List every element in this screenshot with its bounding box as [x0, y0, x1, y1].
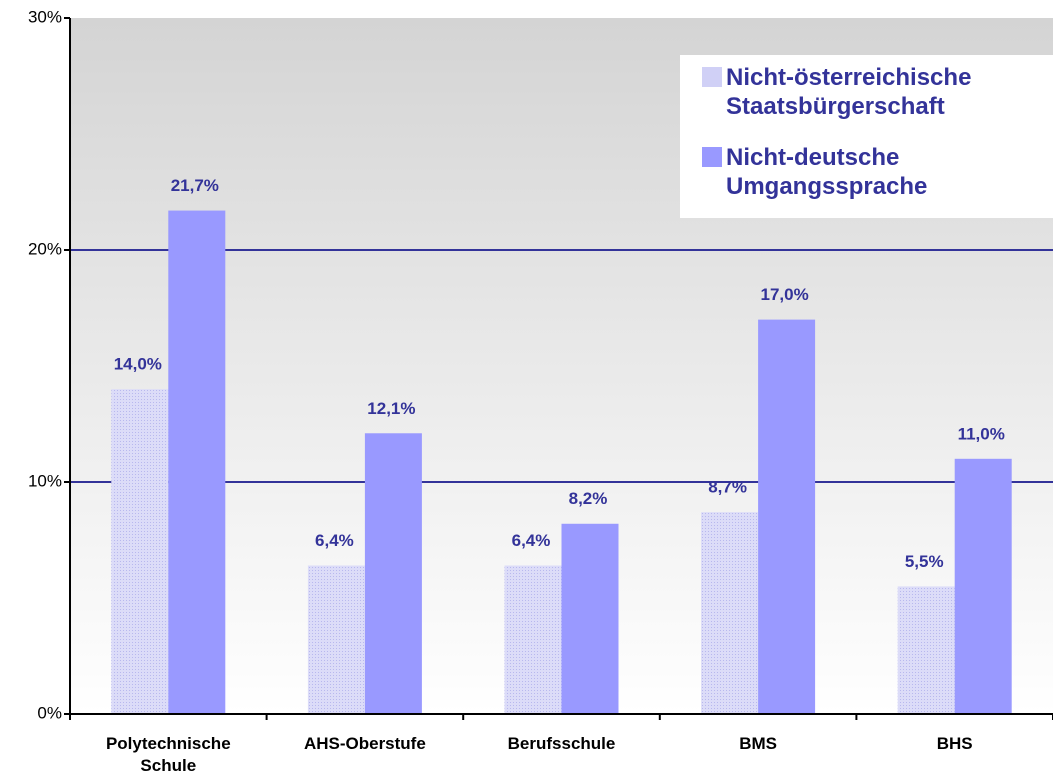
legend-label: Nicht-österreichische Staatsbürgerschaft [726, 64, 972, 120]
legend-swatch [702, 67, 722, 87]
x-tick-label: BMS [739, 734, 777, 753]
data-label: 6,4% [315, 531, 354, 550]
data-label: 12,1% [367, 399, 415, 418]
bar [111, 389, 169, 714]
data-label: 11,0% [958, 424, 1005, 443]
data-label: 21,7% [171, 176, 219, 195]
x-tick-label: AHS-Oberstufe [303, 734, 426, 753]
bar [897, 586, 955, 714]
y-tick-label: 20% [28, 239, 62, 258]
data-label: 5,5% [905, 552, 944, 571]
y-tick-label: 10% [28, 471, 62, 490]
y-tick-label: 30% [28, 7, 62, 26]
x-tick-label: Polytechnische Schule [105, 734, 231, 775]
data-label: 6,4% [512, 531, 551, 550]
legend: Nicht-österreichische Staatsbürgerschaft… [680, 55, 1053, 218]
x-tick-label: BHS [936, 734, 973, 753]
legend-entry: Nicht-deutsche Umgangssprache [702, 143, 1016, 201]
legend-swatch [702, 147, 722, 167]
x-tick-label: Berufsschule [507, 734, 616, 753]
data-label: 14,0% [114, 355, 162, 374]
bar [701, 512, 759, 714]
data-label: 17,0% [760, 285, 808, 304]
bar [954, 458, 1012, 714]
bar [364, 433, 422, 714]
y-tick-label: 0% [37, 703, 62, 722]
legend-entry: Nicht-österreichische Staatsbürgerschaft [702, 63, 1016, 121]
legend-label: Nicht-deutsche Umgangssprache [726, 144, 928, 200]
bar [307, 565, 365, 714]
bar [504, 565, 562, 714]
data-label: 8,7% [708, 478, 747, 497]
bar [758, 319, 816, 714]
bar [168, 210, 226, 714]
bar [561, 523, 619, 714]
data-label: 8,2% [569, 489, 608, 508]
